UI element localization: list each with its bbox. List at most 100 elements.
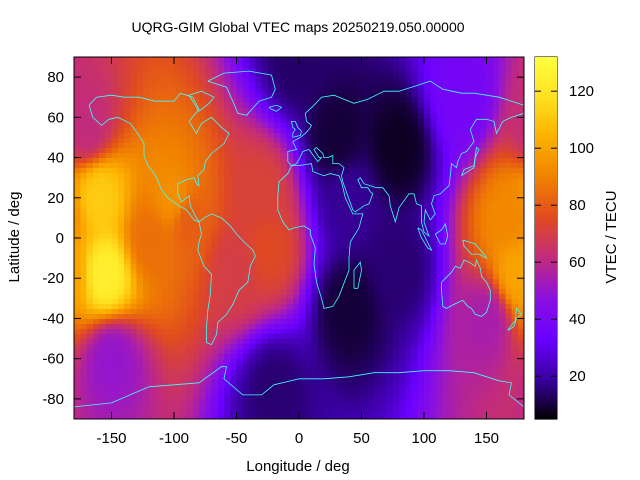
heatmap-cell bbox=[86, 152, 94, 159]
heatmap-cell bbox=[174, 142, 181, 149]
heatmap-cell bbox=[224, 82, 231, 88]
heatmap-cell bbox=[124, 87, 131, 93]
heatmap-cell bbox=[92, 303, 100, 309]
heatmap-cell bbox=[155, 172, 163, 179]
heatmap-cell bbox=[355, 238, 363, 244]
heatmap-cell bbox=[442, 192, 450, 199]
heatmap-cell bbox=[105, 82, 113, 88]
heatmap-cell bbox=[311, 238, 319, 244]
heatmap-cell bbox=[242, 253, 250, 259]
heatmap-cell bbox=[105, 328, 113, 335]
heatmap-cell bbox=[217, 157, 225, 164]
heatmap-cell bbox=[274, 97, 281, 103]
heatmap-cell bbox=[86, 142, 94, 149]
heatmap-cell bbox=[361, 207, 369, 214]
heatmap-cell bbox=[236, 248, 244, 254]
heatmap-cell bbox=[386, 283, 394, 289]
heatmap-cell bbox=[124, 258, 131, 264]
heatmap-cell bbox=[80, 232, 88, 239]
heatmap-cell bbox=[467, 398, 475, 405]
heatmap-cell bbox=[505, 358, 513, 365]
heatmap-cell bbox=[199, 117, 206, 123]
heatmap-cell bbox=[305, 172, 313, 179]
heatmap-cell bbox=[105, 142, 113, 149]
heatmap-cell bbox=[236, 378, 244, 385]
heatmap-cell bbox=[86, 293, 94, 299]
heatmap-cell bbox=[455, 288, 463, 294]
heatmap-cell bbox=[280, 107, 288, 113]
heatmap-cell bbox=[336, 378, 344, 385]
heatmap-cell bbox=[480, 378, 488, 385]
heatmap-cell bbox=[436, 212, 444, 219]
heatmap-cell bbox=[199, 238, 206, 244]
heatmap-cell bbox=[486, 227, 494, 234]
heatmap-cell bbox=[405, 268, 413, 274]
heatmap-cell bbox=[355, 413, 363, 420]
heatmap-cell bbox=[424, 172, 431, 179]
heatmap-cell bbox=[286, 207, 294, 214]
heatmap-cell bbox=[461, 333, 469, 340]
heatmap-cell bbox=[86, 82, 94, 88]
heatmap-cell bbox=[349, 117, 356, 123]
heatmap-cell bbox=[499, 112, 506, 118]
heatmap-cell bbox=[205, 172, 213, 179]
heatmap-cell bbox=[505, 398, 513, 405]
heatmap-cell bbox=[374, 107, 381, 113]
heatmap-cell bbox=[449, 212, 456, 219]
heatmap-cell bbox=[324, 378, 331, 385]
heatmap-cell bbox=[174, 398, 181, 405]
heatmap-cell bbox=[167, 283, 175, 289]
heatmap-cell bbox=[130, 212, 138, 219]
heatmap-cell bbox=[249, 112, 256, 118]
heatmap-cell bbox=[417, 122, 425, 128]
heatmap-cell bbox=[130, 177, 138, 184]
heatmap-cell bbox=[74, 398, 81, 405]
heatmap-cell bbox=[167, 253, 175, 259]
heatmap-cell bbox=[74, 82, 81, 88]
heatmap-cell bbox=[424, 383, 431, 390]
heatmap-cell bbox=[461, 363, 469, 370]
heatmap-cell bbox=[511, 323, 519, 330]
heatmap-cell bbox=[355, 373, 363, 380]
heatmap-cell bbox=[80, 97, 88, 103]
heatmap-cell bbox=[499, 152, 506, 159]
heatmap-cell bbox=[230, 413, 238, 420]
heatmap-cell bbox=[305, 323, 313, 330]
heatmap-cell bbox=[517, 202, 525, 209]
heatmap-cell bbox=[86, 398, 94, 405]
heatmap-cell bbox=[192, 117, 200, 123]
heatmap-cell bbox=[117, 87, 125, 93]
heatmap-cell bbox=[299, 157, 306, 164]
heatmap-cell bbox=[405, 383, 413, 390]
heatmap-cell bbox=[374, 147, 381, 154]
heatmap-cell bbox=[249, 162, 256, 169]
heatmap-cell bbox=[99, 378, 106, 385]
heatmap-cell bbox=[130, 368, 138, 375]
heatmap-cell bbox=[186, 398, 194, 405]
heatmap-cell bbox=[342, 217, 350, 224]
heatmap-cell bbox=[474, 303, 481, 309]
heatmap-cell bbox=[505, 192, 513, 199]
heatmap-cell bbox=[449, 117, 456, 123]
heatmap-cell bbox=[430, 157, 438, 164]
heatmap-cell bbox=[242, 388, 250, 395]
heatmap-cell bbox=[280, 212, 288, 219]
heatmap-cell bbox=[142, 253, 150, 259]
heatmap-cell bbox=[136, 107, 144, 113]
heatmap-cell bbox=[242, 107, 250, 113]
heatmap-cell bbox=[280, 308, 288, 315]
heatmap-cell bbox=[474, 197, 481, 204]
heatmap-cell bbox=[292, 222, 300, 229]
heatmap-cell bbox=[74, 383, 81, 390]
heatmap-cell bbox=[424, 238, 431, 244]
heatmap-cell bbox=[286, 393, 294, 400]
heatmap-cell bbox=[367, 398, 375, 405]
heatmap-cell bbox=[149, 258, 156, 264]
heatmap-cell bbox=[249, 328, 256, 335]
heatmap-cell bbox=[167, 212, 175, 219]
heatmap-cell bbox=[492, 248, 500, 254]
heatmap-cell bbox=[149, 167, 156, 174]
heatmap-cell bbox=[405, 328, 413, 335]
heatmap-cell bbox=[105, 283, 113, 289]
heatmap-cell bbox=[105, 212, 113, 219]
